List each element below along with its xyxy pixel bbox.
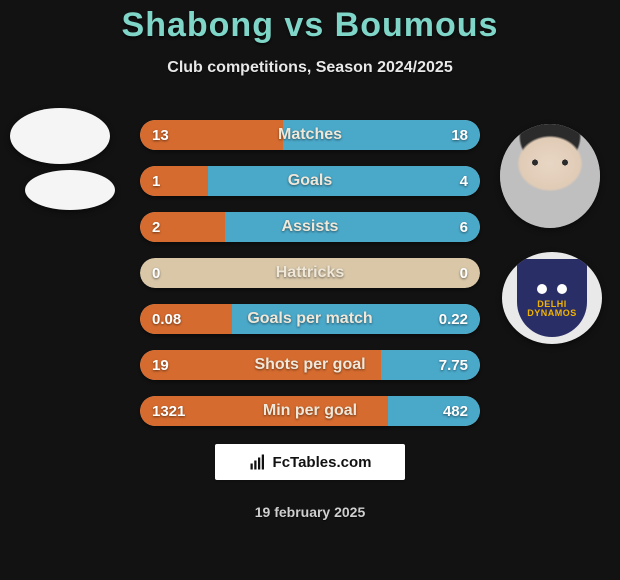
page-subtitle: Club competitions, Season 2024/2025 bbox=[0, 59, 620, 77]
stat-label: Goals per match bbox=[140, 304, 480, 334]
stat-value-right: 482 bbox=[443, 396, 468, 426]
face-icon bbox=[500, 124, 600, 228]
footer-brand-box[interactable]: FcTables.com bbox=[215, 444, 405, 480]
stat-value-left: 0 bbox=[152, 258, 160, 288]
stat-row: Min per goal1321 482 bbox=[140, 396, 480, 426]
page-title: Shabong vs Boumous bbox=[0, 0, 620, 45]
stat-value-left: 13 bbox=[152, 120, 169, 150]
stat-value-left: 1 bbox=[152, 166, 160, 196]
crest-eyes-icon bbox=[537, 284, 567, 294]
comparison-card: Shabong vs Boumous Club competitions, Se… bbox=[0, 0, 620, 580]
stat-value-left: 0.08 bbox=[152, 304, 181, 334]
stat-value-left: 2 bbox=[152, 212, 160, 242]
stat-row: Shots per goal19 7.75 bbox=[140, 350, 480, 380]
stat-label: Matches bbox=[140, 120, 480, 150]
stat-row: Assists2 6 bbox=[140, 212, 480, 242]
stat-label: Hattricks bbox=[140, 258, 480, 288]
stat-value-right: 0.22 bbox=[439, 304, 468, 334]
stat-value-right: 18 bbox=[451, 120, 468, 150]
stat-row: Hattricks0 0 bbox=[140, 258, 480, 288]
stat-value-right: 0 bbox=[460, 258, 468, 288]
stat-row: Matches13 18 bbox=[140, 120, 480, 150]
club-left-crest bbox=[25, 170, 115, 210]
stat-label: Assists bbox=[140, 212, 480, 242]
stat-row: Goals per match0.08 0.22 bbox=[140, 304, 480, 334]
stat-value-left: 1321 bbox=[152, 396, 185, 426]
stat-value-right: 4 bbox=[460, 166, 468, 196]
footer-brand-text: FcTables.com bbox=[273, 454, 372, 471]
stat-row: Goals1 4 bbox=[140, 166, 480, 196]
player-left-avatar bbox=[10, 108, 110, 164]
footer-date: 19 february 2025 bbox=[0, 504, 620, 520]
club-right-crest: DELHI DYNAMOS bbox=[502, 252, 602, 344]
player-right-avatar bbox=[500, 124, 600, 228]
stat-value-right: 6 bbox=[460, 212, 468, 242]
stat-value-left: 19 bbox=[152, 350, 169, 380]
stats-list: Matches13 18 Goals1 4 Assists2 6 Hattricks0 0 Go… bbox=[140, 120, 480, 442]
fctables-logo-icon bbox=[249, 453, 267, 471]
crest-shield-icon: DELHI DYNAMOS bbox=[517, 259, 587, 337]
stat-label: Shots per goal bbox=[140, 350, 480, 380]
stat-value-right: 7.75 bbox=[439, 350, 468, 380]
stat-label: Min per goal bbox=[140, 396, 480, 426]
stat-label: Goals bbox=[140, 166, 480, 196]
crest-text: DELHI DYNAMOS bbox=[527, 300, 577, 319]
